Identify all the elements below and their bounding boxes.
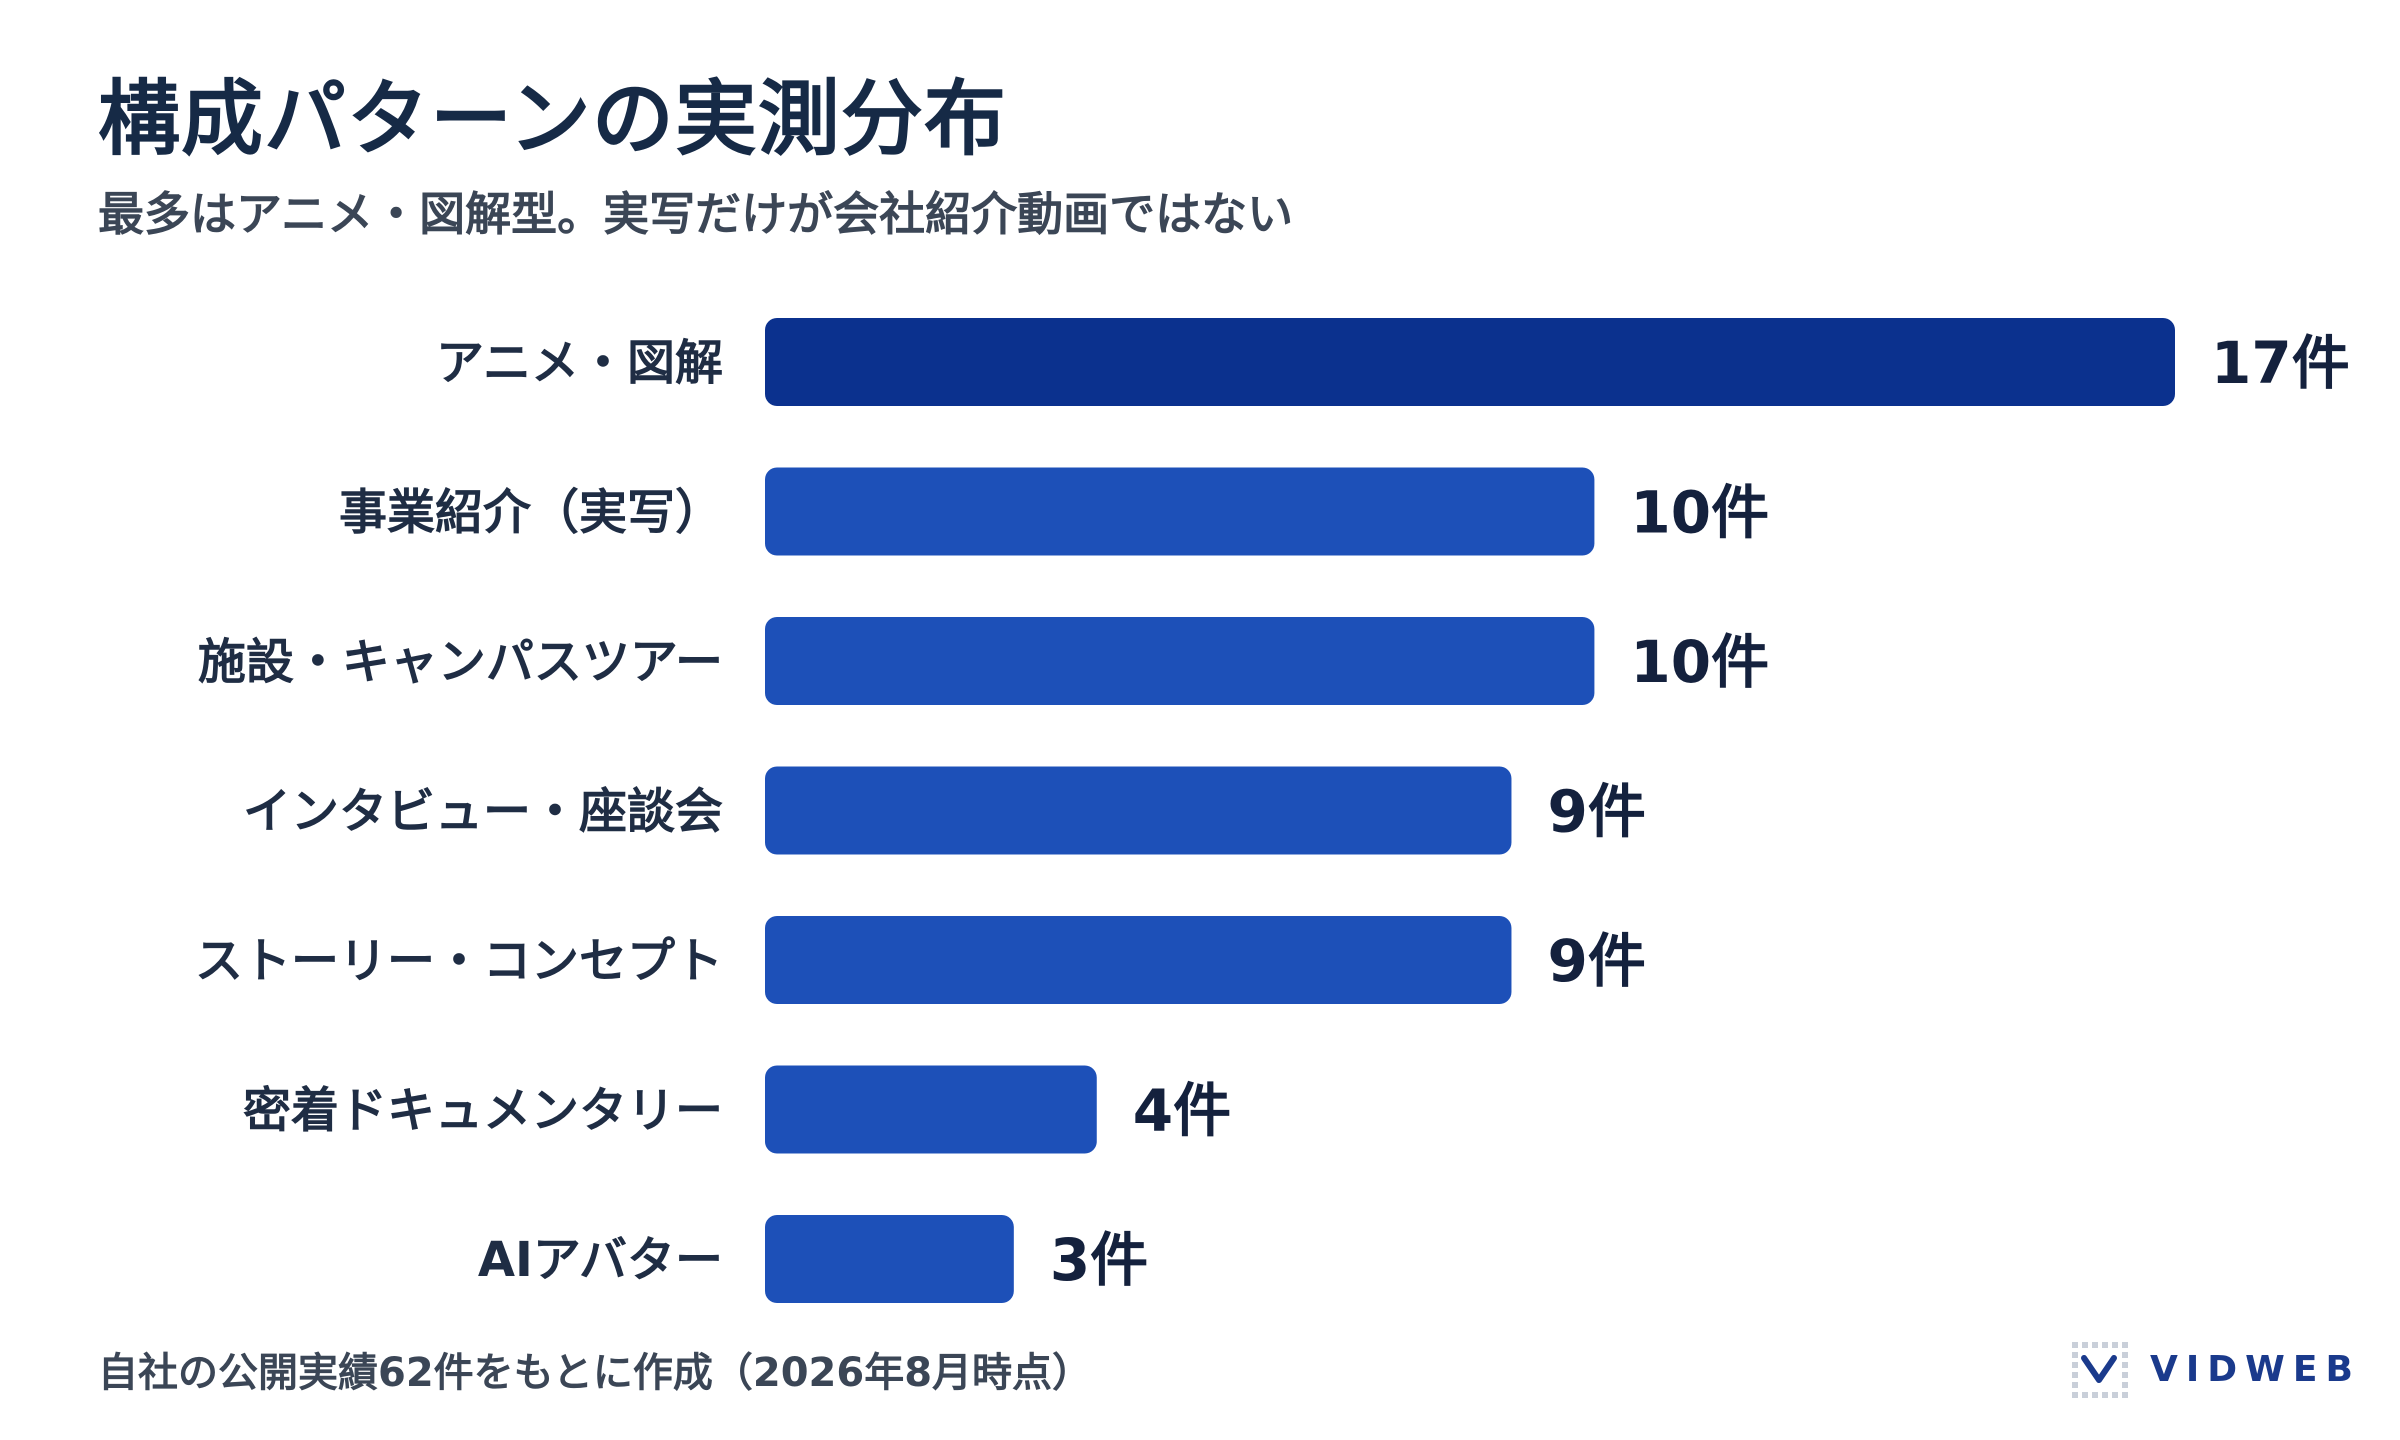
value-label: 10件: [1630, 628, 1769, 696]
value-label: 9件: [1547, 778, 1645, 846]
footnote: 自社の公開実績62件をもとに作成（2026年8月時点）: [98, 1350, 1093, 1396]
chart-subtitle: 最多はアニメ・図解型。実写だけが会社紹介動画ではない: [98, 187, 1294, 241]
bar: [765, 617, 1595, 705]
category-label: 施設・キャンパスツアー: [198, 634, 723, 690]
bar: [765, 1215, 1014, 1303]
category-label: AIアバター: [478, 1232, 723, 1288]
value-label: 9件: [1547, 927, 1645, 995]
category-label: アニメ・図解: [436, 335, 723, 391]
bar: [765, 916, 1512, 1004]
value-label: 4件: [1133, 1077, 1231, 1145]
category-label: インタビュー・座談会: [243, 784, 723, 840]
category-label: 事業紹介（実写）: [339, 485, 723, 541]
bar: [765, 318, 2175, 406]
category-label: ストーリー・コンセプト: [195, 933, 723, 989]
value-label: 3件: [1050, 1226, 1148, 1294]
category-label: 密着ドキュメンタリー: [243, 1083, 723, 1139]
bar: [765, 766, 1512, 855]
value-label: 17件: [2211, 329, 2350, 397]
bar: [765, 1065, 1097, 1154]
brand-name: VIDWEB: [2150, 1348, 2361, 1390]
chart-title: 構成パターンの実測分布: [98, 72, 1007, 167]
value-label: 10件: [1630, 479, 1769, 547]
vidweb-logo-icon: [2072, 1342, 2128, 1398]
brand-logo: VIDWEB: [2070, 1340, 2361, 1398]
bar: [765, 467, 1595, 556]
